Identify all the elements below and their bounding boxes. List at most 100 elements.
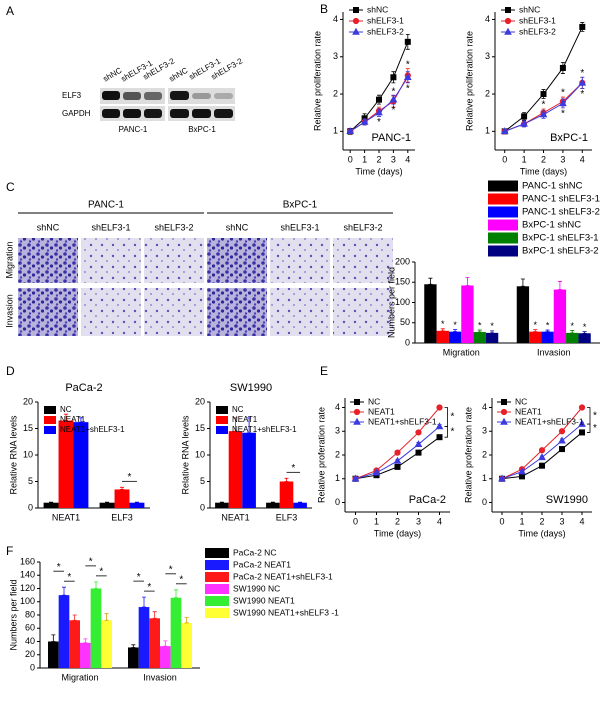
marker [353,417,361,425]
marker [352,27,360,35]
band [123,109,141,118]
column-label: shELF3-2 [343,222,382,232]
y-axis-label: Relative proliferation rate [464,31,474,131]
row-label: Invasion [4,294,14,328]
micrograph [333,288,393,336]
marker [436,404,443,411]
x-tick-label: 0 [353,516,358,526]
band [102,109,120,118]
bar [424,284,437,343]
y-tick-label: 150 [395,277,410,287]
x-tick-label: 1 [519,516,524,526]
bar [293,502,307,508]
y-tick-label: 3 [482,426,487,436]
marker [353,408,361,416]
x-tick-label: 2 [395,516,400,526]
bar [138,607,150,668]
bar [90,588,102,668]
column-label: shELF3-1 [280,222,319,232]
micrograph [18,238,78,283]
micrograph [81,288,141,336]
y-tick-label: 0 [28,502,33,512]
y-tick-label: 100 [395,297,410,307]
x-tick-label: Invasion [143,672,177,682]
significance: * [291,463,295,474]
y-tick-label: 60 [25,623,35,633]
significance: * [453,320,457,330]
marker [538,453,546,461]
y-tick-label: 15 [195,423,205,433]
chart-title: SW1990 [230,382,272,394]
y-tick-label: 5 [28,476,33,486]
legend-label: NEAT1+shELF3-1 [60,425,125,434]
legend-swatch [44,426,56,434]
error-bar [120,486,124,490]
marker [360,117,369,125]
bar [80,642,91,668]
x-tick-label: NEAT1 [221,512,249,522]
legend-swatch [205,548,229,558]
bar [170,597,182,668]
legend-swatch [205,596,229,606]
legend-swatch [216,416,228,424]
legend-label: NEAT1+shELF3-1 [368,416,437,426]
y-tick-label: 15 [23,423,33,433]
marker [346,127,355,135]
legend-swatch [205,560,229,570]
y-tick-label: 80 [25,609,35,619]
x-tick-label: 2 [376,154,381,164]
y-axis-label: Relative RNA levels [180,415,190,495]
bar [553,289,567,343]
group-label: BxPC-1 [283,200,318,211]
y-tick-label: 140 [20,570,35,580]
x-tick-label: 4 [580,154,585,164]
error-bar [247,417,252,434]
legend-label: NEAT1 [515,406,542,416]
row-label: GAPDH [62,109,91,118]
y-tick-label: 40 [25,636,35,646]
error-bar [184,617,189,624]
column-label: shELF3-1 [91,222,130,232]
error-bar [83,638,88,644]
significance: * [57,562,61,573]
legend-label: NC [515,396,527,406]
legend-swatch [216,426,228,434]
bar [436,330,449,343]
legend-label: PANC-1 shELF3-2 [522,207,600,218]
band [192,109,211,118]
x-tick-label: Migration [61,672,98,682]
x-tick-label: 0 [502,154,507,164]
band [192,93,211,99]
legend-label: shELF3-2 [519,26,556,36]
marker [505,7,511,13]
error-bar [62,586,66,596]
legend-swatch [488,232,518,244]
x-tick-label: 3 [416,516,421,526]
error-bar [557,281,562,290]
x-tick-label: 1 [522,154,527,164]
y-tick-label: 0 [405,337,410,347]
marker [579,429,585,436]
y-tick-label: 0 [200,502,205,512]
marker [500,408,508,416]
error-bar [131,644,136,648]
legend-label: PANC-1 shELF3-1 [522,194,600,205]
legend-label: PaCa-2 NEAT1+shELF3-1 [233,571,333,581]
bar [73,422,89,508]
error-bar [440,328,445,332]
significance: * [593,410,597,421]
micrograph [207,238,267,283]
error-bar [428,277,433,285]
significance: * [451,412,455,423]
panel-label: B [320,2,328,16]
bar [129,502,145,508]
significance-bracket [587,407,591,425]
marker [394,449,401,456]
error-bar [163,640,168,647]
significance-bracket [444,407,448,427]
legend-swatch [44,406,56,414]
significance: * [478,320,482,330]
panel-label: F [6,544,13,558]
column-label: shNC [37,222,60,232]
significance: * [583,322,587,332]
